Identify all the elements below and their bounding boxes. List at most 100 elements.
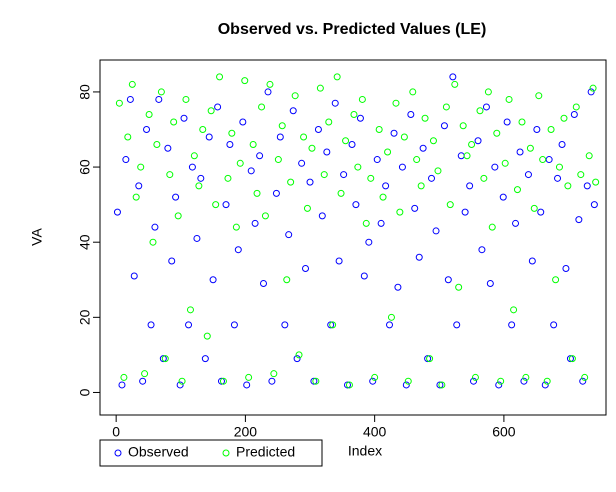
point [471, 373, 479, 381]
point [396, 208, 404, 216]
point [386, 321, 394, 329]
plot-box [99, 59, 607, 416]
point [310, 377, 318, 385]
point [555, 163, 563, 171]
point [530, 204, 538, 212]
point [577, 171, 585, 179]
point [274, 156, 282, 164]
point [228, 129, 236, 137]
x-tick-label: 0 [112, 424, 120, 440]
point [407, 110, 415, 118]
point [323, 148, 331, 156]
point [350, 110, 358, 118]
point [535, 92, 543, 100]
point [137, 163, 145, 171]
point [508, 321, 516, 329]
point [497, 377, 505, 385]
point [354, 163, 362, 171]
point [234, 246, 242, 254]
point [503, 118, 511, 126]
point [545, 156, 553, 164]
point [300, 133, 308, 141]
point [147, 321, 155, 329]
point [442, 103, 450, 111]
point [174, 212, 182, 220]
point [320, 171, 328, 179]
point [510, 306, 518, 314]
point [402, 381, 410, 389]
point [135, 182, 143, 190]
point [459, 122, 467, 130]
point [491, 163, 499, 171]
point [419, 144, 427, 152]
point [115, 99, 123, 107]
point [312, 377, 320, 385]
point [266, 80, 274, 88]
point [212, 201, 220, 209]
point [417, 182, 425, 190]
point [232, 223, 240, 231]
point [272, 189, 280, 197]
point [203, 332, 211, 340]
point [333, 73, 341, 81]
point [550, 321, 558, 329]
point [572, 103, 580, 111]
point [118, 381, 126, 389]
point [226, 141, 234, 149]
point [476, 107, 484, 115]
point [130, 272, 138, 280]
legend-label: Predicted [236, 444, 295, 460]
point [589, 84, 597, 92]
point [413, 156, 421, 164]
point [432, 227, 440, 235]
point [132, 193, 140, 201]
point [455, 283, 463, 291]
point [247, 167, 255, 175]
point [390, 129, 398, 137]
point [258, 103, 266, 111]
point [207, 107, 215, 115]
point [214, 103, 222, 111]
point [528, 257, 536, 265]
point [293, 355, 301, 363]
point [155, 95, 163, 103]
point [533, 125, 541, 133]
point [201, 355, 209, 363]
point [340, 171, 348, 179]
point [261, 212, 269, 220]
point [289, 107, 297, 115]
point [474, 137, 482, 145]
point [394, 283, 402, 291]
point [375, 125, 383, 133]
point [505, 95, 513, 103]
point [541, 381, 549, 389]
point [180, 114, 188, 122]
point [404, 377, 412, 385]
point [421, 114, 429, 122]
point [570, 110, 578, 118]
point [371, 373, 379, 381]
point [224, 174, 232, 182]
point [325, 118, 333, 126]
point [308, 144, 316, 152]
point [547, 125, 555, 133]
point [302, 264, 310, 272]
point [560, 114, 568, 122]
point [166, 171, 174, 179]
point [470, 377, 478, 385]
point [331, 99, 339, 107]
point [566, 355, 574, 363]
point [186, 306, 194, 314]
point [579, 377, 587, 385]
legend-marker [114, 449, 122, 457]
point [295, 351, 303, 359]
point [429, 137, 437, 145]
y-tick-label: 60 [77, 159, 93, 175]
point [345, 381, 353, 389]
point [113, 208, 121, 216]
point [161, 355, 169, 363]
point [195, 182, 203, 190]
point [379, 193, 387, 201]
point [543, 377, 551, 385]
